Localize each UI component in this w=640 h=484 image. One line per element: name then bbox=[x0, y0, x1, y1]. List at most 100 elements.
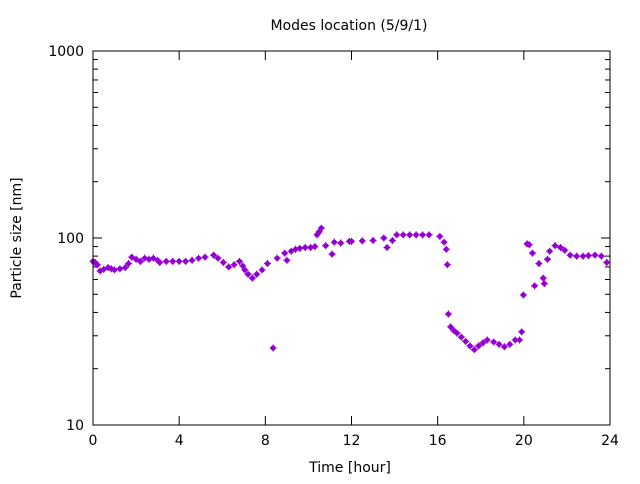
data-point bbox=[169, 257, 177, 265]
data-point bbox=[301, 243, 309, 251]
data-point bbox=[561, 246, 569, 254]
data-point bbox=[447, 323, 455, 331]
data-point bbox=[551, 242, 559, 250]
data-point bbox=[214, 254, 222, 262]
data-point bbox=[584, 252, 592, 260]
data-point bbox=[506, 340, 514, 348]
y-tick-label: 100 bbox=[57, 231, 84, 247]
data-point bbox=[531, 282, 539, 290]
data-point bbox=[156, 258, 164, 266]
data-point bbox=[241, 266, 249, 274]
data-point bbox=[93, 261, 101, 269]
data-point bbox=[539, 274, 547, 282]
data-point bbox=[528, 249, 536, 257]
data-point bbox=[597, 252, 605, 260]
data-point bbox=[182, 257, 190, 265]
data-point bbox=[369, 236, 377, 244]
data-point bbox=[235, 257, 243, 265]
data-point bbox=[475, 342, 483, 350]
data-point bbox=[330, 238, 338, 246]
y-tick-label: 10 bbox=[66, 418, 84, 434]
x-tick-label: 8 bbox=[261, 433, 270, 449]
data-point bbox=[100, 265, 108, 273]
x-tick-label: 24 bbox=[601, 433, 619, 449]
data-point bbox=[239, 262, 247, 270]
data-point bbox=[479, 339, 487, 347]
data-point bbox=[311, 243, 319, 251]
x-axis-label: Time [hour] bbox=[308, 460, 391, 476]
data-point bbox=[535, 260, 543, 268]
data-point bbox=[544, 255, 552, 263]
y-tick-label: 1000 bbox=[48, 44, 84, 60]
data-point bbox=[317, 224, 325, 232]
data-point bbox=[281, 249, 289, 257]
x-tick-label: 16 bbox=[429, 433, 447, 449]
data-point bbox=[273, 254, 281, 262]
data-point bbox=[253, 270, 261, 278]
data-point bbox=[175, 257, 183, 265]
chart-title: Modes location (5/9/1) bbox=[271, 18, 428, 34]
data-point bbox=[518, 328, 526, 336]
data-point bbox=[383, 243, 391, 251]
plot-frame bbox=[92, 50, 611, 426]
data-point bbox=[128, 253, 136, 261]
data-point bbox=[443, 261, 451, 269]
data-point bbox=[444, 310, 452, 318]
data-point bbox=[322, 242, 330, 250]
data-point bbox=[149, 254, 157, 262]
data-point bbox=[440, 238, 448, 246]
data-point bbox=[579, 252, 587, 260]
x-tick-label: 0 bbox=[89, 433, 98, 449]
data-point bbox=[296, 244, 304, 252]
data-point bbox=[470, 346, 478, 354]
data-point bbox=[348, 237, 355, 245]
data-point bbox=[188, 256, 196, 264]
data-point bbox=[225, 263, 233, 271]
data-point bbox=[591, 251, 599, 259]
data-point bbox=[219, 258, 227, 266]
data-point bbox=[519, 291, 527, 299]
data-point bbox=[132, 255, 140, 263]
data-point bbox=[540, 280, 548, 288]
data-point bbox=[258, 266, 266, 274]
data-point bbox=[412, 231, 420, 239]
data-point bbox=[436, 232, 444, 240]
data-point bbox=[116, 265, 124, 273]
data-point bbox=[399, 231, 407, 239]
data-point bbox=[244, 270, 252, 278]
data-point bbox=[453, 329, 461, 337]
data-point bbox=[380, 234, 388, 242]
x-tick-label: 20 bbox=[515, 433, 533, 449]
data-point bbox=[525, 241, 533, 249]
data-point bbox=[111, 266, 119, 274]
data-point bbox=[337, 239, 345, 247]
data-point bbox=[516, 336, 524, 344]
data-point bbox=[230, 261, 238, 269]
data-point bbox=[162, 257, 170, 265]
data-point bbox=[125, 260, 133, 268]
data-point bbox=[393, 231, 401, 239]
data-point bbox=[201, 253, 209, 261]
data-point bbox=[442, 245, 450, 253]
data-point bbox=[457, 333, 465, 341]
data-point bbox=[603, 258, 611, 266]
data-point bbox=[483, 336, 491, 344]
data-point bbox=[263, 260, 271, 268]
data-point bbox=[328, 250, 336, 258]
y-axis-label: Particle size [nm] bbox=[9, 177, 25, 298]
data-point bbox=[495, 340, 503, 348]
data-point bbox=[248, 274, 256, 282]
data-point bbox=[283, 256, 291, 264]
data-point bbox=[210, 251, 218, 259]
data-point bbox=[490, 338, 498, 346]
data-point bbox=[121, 264, 129, 272]
data-point bbox=[425, 231, 433, 239]
data-point bbox=[406, 231, 414, 239]
data-point bbox=[358, 237, 366, 245]
data-point bbox=[573, 252, 581, 260]
data-point bbox=[466, 342, 474, 350]
data-point bbox=[500, 343, 508, 351]
data-point bbox=[556, 243, 564, 251]
